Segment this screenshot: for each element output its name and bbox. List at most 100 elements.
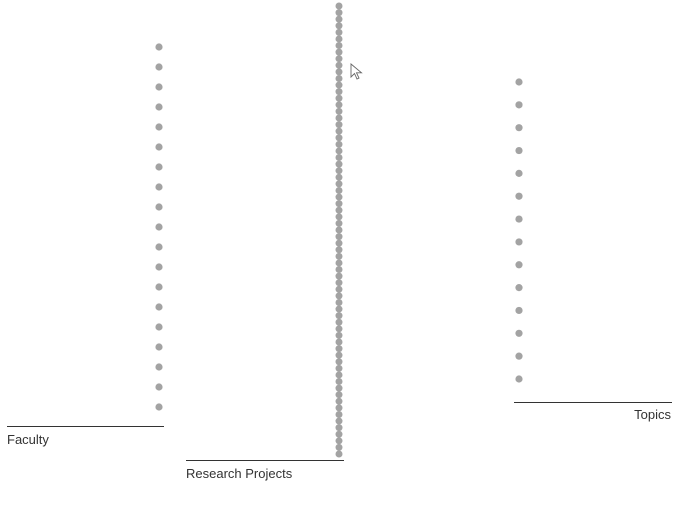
research-projects-node[interactable] (335, 94, 343, 102)
research-projects-node[interactable] (335, 213, 343, 221)
research-projects-node[interactable] (335, 186, 343, 194)
research-projects-node[interactable] (335, 266, 343, 274)
research-projects-node[interactable] (335, 371, 343, 379)
research-projects-node[interactable] (335, 318, 343, 326)
research-projects-node[interactable] (335, 107, 343, 115)
research-projects-node[interactable] (335, 424, 343, 432)
research-projects-node[interactable] (335, 298, 343, 306)
research-projects-node[interactable] (335, 114, 343, 122)
research-projects-node[interactable] (335, 325, 343, 333)
research-projects-node[interactable] (335, 173, 343, 181)
topics-node[interactable] (515, 352, 523, 360)
research-projects-node[interactable] (335, 364, 343, 372)
faculty-node[interactable] (155, 383, 163, 391)
topics-node[interactable] (515, 375, 523, 383)
research-projects-node[interactable] (335, 35, 343, 43)
research-projects-node[interactable] (335, 252, 343, 260)
faculty-node[interactable] (155, 143, 163, 151)
faculty-node[interactable] (155, 103, 163, 111)
faculty-node[interactable] (155, 323, 163, 331)
faculty-node[interactable] (155, 403, 163, 411)
research-projects-node[interactable] (335, 200, 343, 208)
research-projects-node[interactable] (335, 219, 343, 227)
research-projects-node[interactable] (335, 331, 343, 339)
research-projects-node[interactable] (335, 68, 343, 76)
research-projects-node[interactable] (335, 279, 343, 287)
research-projects-node[interactable] (335, 437, 343, 445)
research-projects-node[interactable] (335, 74, 343, 82)
research-projects-node[interactable] (335, 88, 343, 96)
topics-node[interactable] (515, 306, 523, 315)
research-projects-node[interactable] (335, 351, 343, 359)
research-projects-node[interactable] (335, 450, 343, 458)
research-projects-node[interactable] (335, 2, 343, 10)
research-projects-node[interactable] (335, 15, 343, 23)
research-projects-node[interactable] (335, 404, 343, 412)
research-projects-node[interactable] (335, 42, 343, 50)
research-projects-node[interactable] (335, 22, 343, 30)
topics-node[interactable] (515, 146, 523, 155)
faculty-node[interactable] (155, 223, 163, 231)
research-projects-node[interactable] (335, 121, 343, 129)
research-projects-node[interactable] (335, 246, 343, 254)
topics-node[interactable] (515, 124, 523, 132)
topics-node[interactable] (515, 169, 523, 177)
research-projects-node[interactable] (335, 259, 343, 267)
topics-node[interactable] (515, 284, 523, 292)
topics-node[interactable] (515, 215, 523, 223)
research-projects-node[interactable] (335, 233, 343, 241)
topics-node[interactable] (515, 78, 523, 86)
research-projects-node[interactable] (335, 358, 343, 366)
faculty-node[interactable] (155, 163, 163, 171)
research-projects-node[interactable] (335, 127, 343, 135)
faculty-node[interactable] (155, 303, 163, 311)
research-projects-node[interactable] (335, 9, 343, 17)
research-projects-node[interactable] (335, 378, 343, 386)
faculty-node[interactable] (155, 203, 163, 211)
research-projects-node[interactable] (335, 61, 343, 69)
research-projects-node[interactable] (335, 443, 343, 451)
faculty-node[interactable] (155, 83, 163, 91)
faculty-node[interactable] (155, 183, 163, 191)
research-projects-node[interactable] (335, 154, 343, 162)
faculty-node[interactable] (155, 123, 163, 131)
research-projects-node[interactable] (335, 226, 343, 234)
research-projects-node[interactable] (335, 180, 343, 188)
research-projects-node[interactable] (335, 338, 343, 346)
research-projects-node[interactable] (335, 345, 343, 353)
research-projects-node[interactable] (335, 305, 343, 313)
research-projects-node[interactable] (335, 285, 343, 293)
faculty-node[interactable] (155, 283, 163, 291)
research-projects-node[interactable] (335, 430, 343, 438)
research-projects-node[interactable] (335, 410, 343, 418)
research-projects-node[interactable] (335, 384, 343, 392)
research-projects-node[interactable] (335, 48, 343, 56)
research-projects-node[interactable] (335, 167, 343, 175)
topics-node[interactable] (515, 329, 523, 337)
research-projects-node[interactable] (335, 81, 343, 89)
research-projects-node[interactable] (335, 397, 343, 405)
research-projects-node[interactable] (335, 101, 343, 109)
topics-node[interactable] (515, 101, 523, 109)
research-projects-node[interactable] (335, 140, 343, 148)
faculty-node[interactable] (155, 363, 163, 371)
research-projects-node[interactable] (335, 206, 343, 214)
faculty-node[interactable] (155, 243, 163, 251)
research-projects-node[interactable] (335, 272, 343, 280)
topics-node[interactable] (515, 238, 523, 246)
topics-node[interactable] (515, 261, 523, 269)
research-projects-node[interactable] (335, 391, 343, 399)
research-projects-node[interactable] (335, 28, 343, 36)
research-projects-node[interactable] (335, 417, 343, 425)
topics-node[interactable] (515, 192, 523, 200)
research-projects-node[interactable] (335, 292, 343, 300)
research-projects-node[interactable] (335, 55, 343, 63)
faculty-node[interactable] (155, 43, 163, 51)
research-projects-node[interactable] (335, 239, 343, 247)
research-projects-node[interactable] (335, 160, 343, 168)
faculty-node[interactable] (155, 343, 163, 351)
research-projects-node[interactable] (335, 147, 343, 155)
faculty-node[interactable] (155, 63, 163, 71)
faculty-node[interactable] (155, 263, 163, 271)
research-projects-node[interactable] (335, 312, 343, 320)
